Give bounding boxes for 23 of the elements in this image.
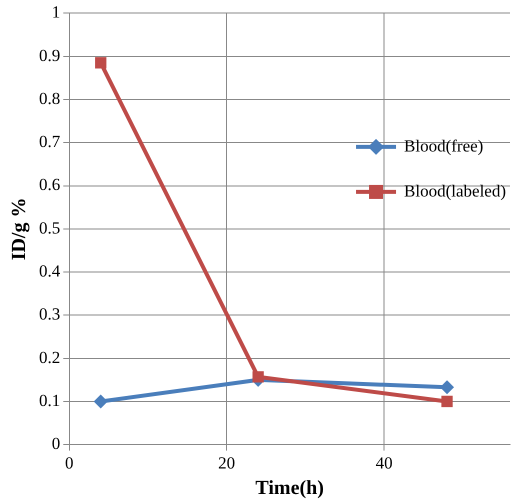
legend-label: Blood(labeled)	[404, 181, 506, 200]
y-tick-label: 0.4	[39, 262, 61, 281]
x-tick-label: 40	[376, 453, 393, 472]
y-axis-title: ID/g %	[8, 198, 30, 260]
y-tick-label: 0.2	[39, 348, 60, 367]
legend-label: Blood(free)	[404, 136, 484, 156]
y-tick-label: 1	[52, 2, 60, 22]
point	[252, 371, 264, 383]
y-tick-label: 0.9	[39, 46, 60, 65]
y-tick-label: 0.5	[39, 218, 60, 238]
x-axis-title: Time(h)	[255, 477, 324, 500]
y-tick-label: 0.1	[39, 390, 60, 410]
y-tick-label: 0.6	[39, 175, 60, 194]
point	[94, 394, 108, 408]
x-tick-label: 20	[218, 453, 236, 472]
y-tick-label: 0	[52, 434, 60, 454]
point	[95, 57, 106, 68]
x-tick-label: 0	[65, 453, 74, 472]
point	[440, 380, 454, 394]
y-tick-label: 0.3	[39, 304, 60, 324]
y-tick-label: 0.8	[39, 88, 60, 108]
point	[441, 396, 453, 408]
y-tick-label: 0.7	[39, 132, 61, 152]
